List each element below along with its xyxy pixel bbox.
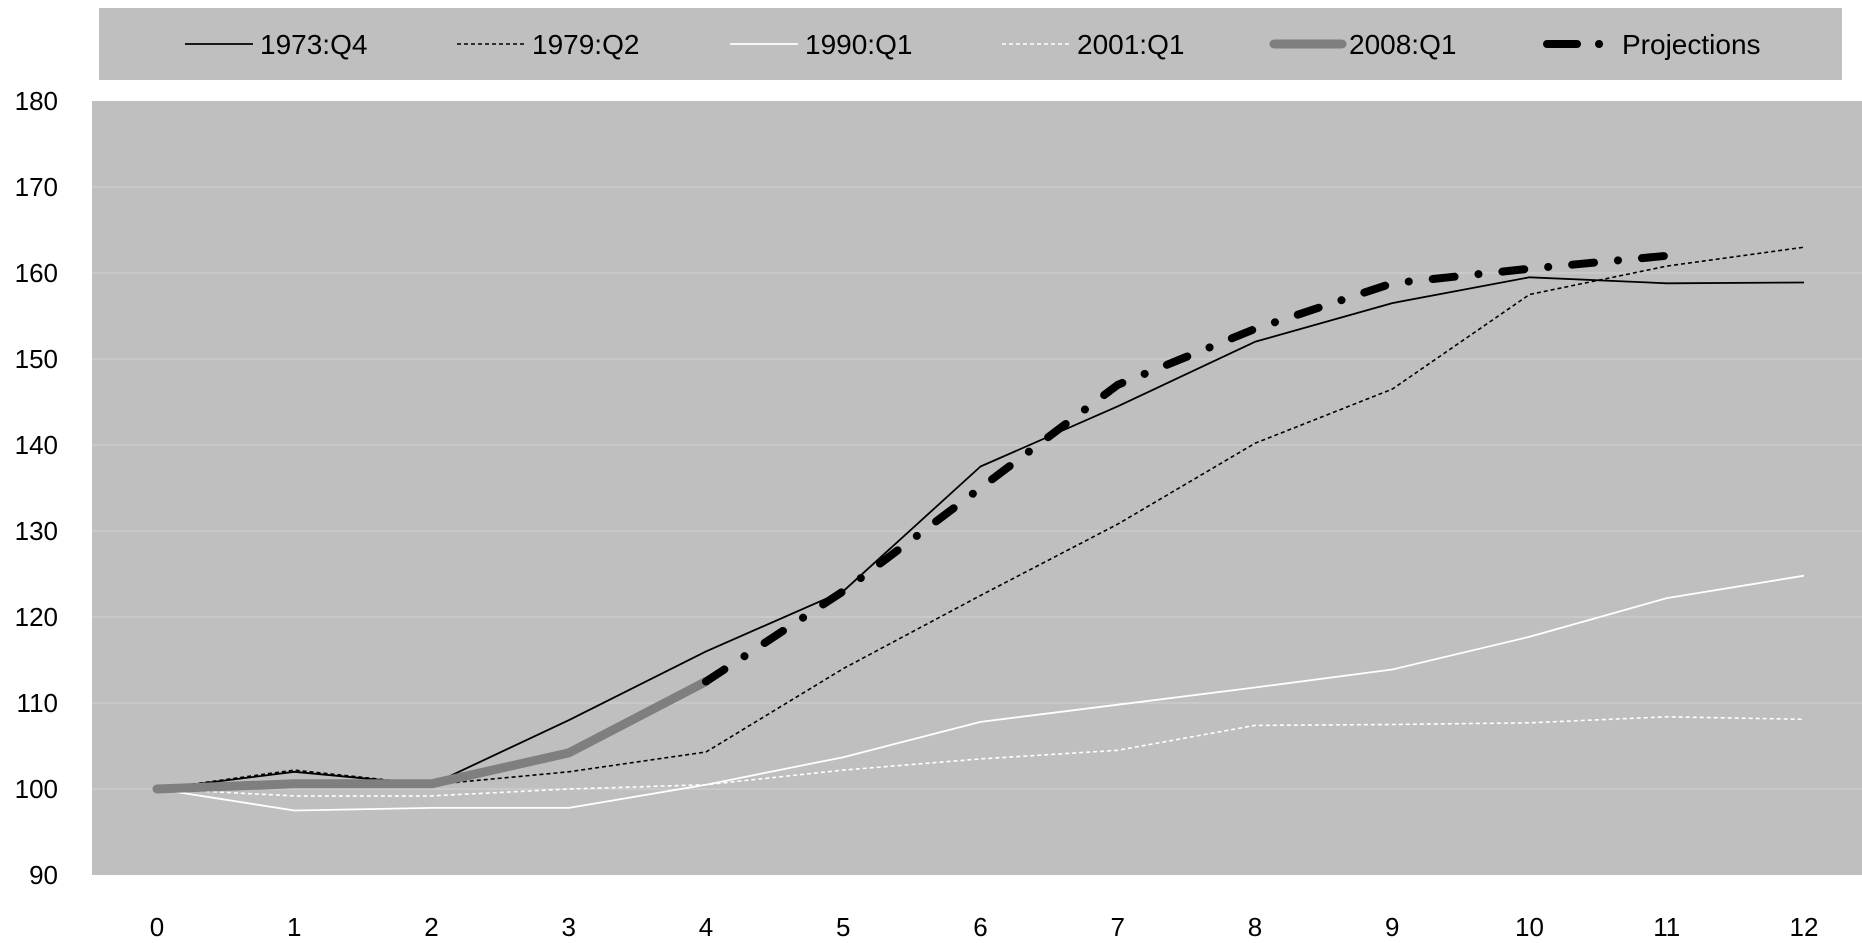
x-tick-label: 4 xyxy=(699,912,713,942)
y-tick-label: 150 xyxy=(15,344,58,374)
x-tick-label: 0 xyxy=(150,912,164,942)
gridlines xyxy=(92,186,1862,790)
y-tick-label: 170 xyxy=(15,172,58,202)
x-tick-label: 3 xyxy=(562,912,576,942)
y-tick-label: 100 xyxy=(15,774,58,804)
plot-area xyxy=(92,101,1862,875)
legend-label: 2008:Q1 xyxy=(1349,29,1456,60)
x-tick-label: 1 xyxy=(287,912,301,942)
y-tick-label: 90 xyxy=(29,860,58,890)
x-axis-ticks: 0 1 2 3 4 5 6 7 8 9 10 11 12 xyxy=(150,912,1819,942)
y-tick-label: 160 xyxy=(15,258,58,288)
y-tick-label: 120 xyxy=(15,602,58,632)
x-tick-label: 6 xyxy=(973,912,987,942)
legend-label: 1979:Q2 xyxy=(532,29,639,60)
series-line-2008-q1 xyxy=(152,677,711,794)
y-tick-label: 180 xyxy=(15,86,58,116)
legend-label: 1973:Q4 xyxy=(260,29,367,60)
legend-label: 1990:Q1 xyxy=(805,29,912,60)
legend-label: 2001:Q1 xyxy=(1077,29,1184,60)
x-tick-label: 8 xyxy=(1248,912,1262,942)
x-tick-label: 2 xyxy=(424,912,438,942)
y-tick-label: 140 xyxy=(15,430,58,460)
legend: 1973:Q4 1979:Q2 1990:Q1 2001:Q1 2008:Q1 Proje… xyxy=(185,29,1761,60)
x-tick-label: 9 xyxy=(1385,912,1399,942)
x-tick-label: 12 xyxy=(1790,912,1819,942)
y-tick-label: 130 xyxy=(15,516,58,546)
series-lines xyxy=(152,246,1805,812)
series-line-1990-q1 xyxy=(156,574,1805,812)
x-tick-label: 10 xyxy=(1515,912,1544,942)
x-tick-label: 7 xyxy=(1111,912,1125,942)
series-line-2001-q1 xyxy=(156,715,1805,797)
y-tick-label: 110 xyxy=(17,688,58,718)
series-line-projections xyxy=(702,251,1671,686)
x-tick-label: 5 xyxy=(836,912,850,942)
legend-label: Projections xyxy=(1622,29,1761,60)
x-tick-label: 11 xyxy=(1653,912,1680,942)
y-axis-ticks: 90 100 110 120 130 140 150 160 170 180 xyxy=(15,86,58,890)
